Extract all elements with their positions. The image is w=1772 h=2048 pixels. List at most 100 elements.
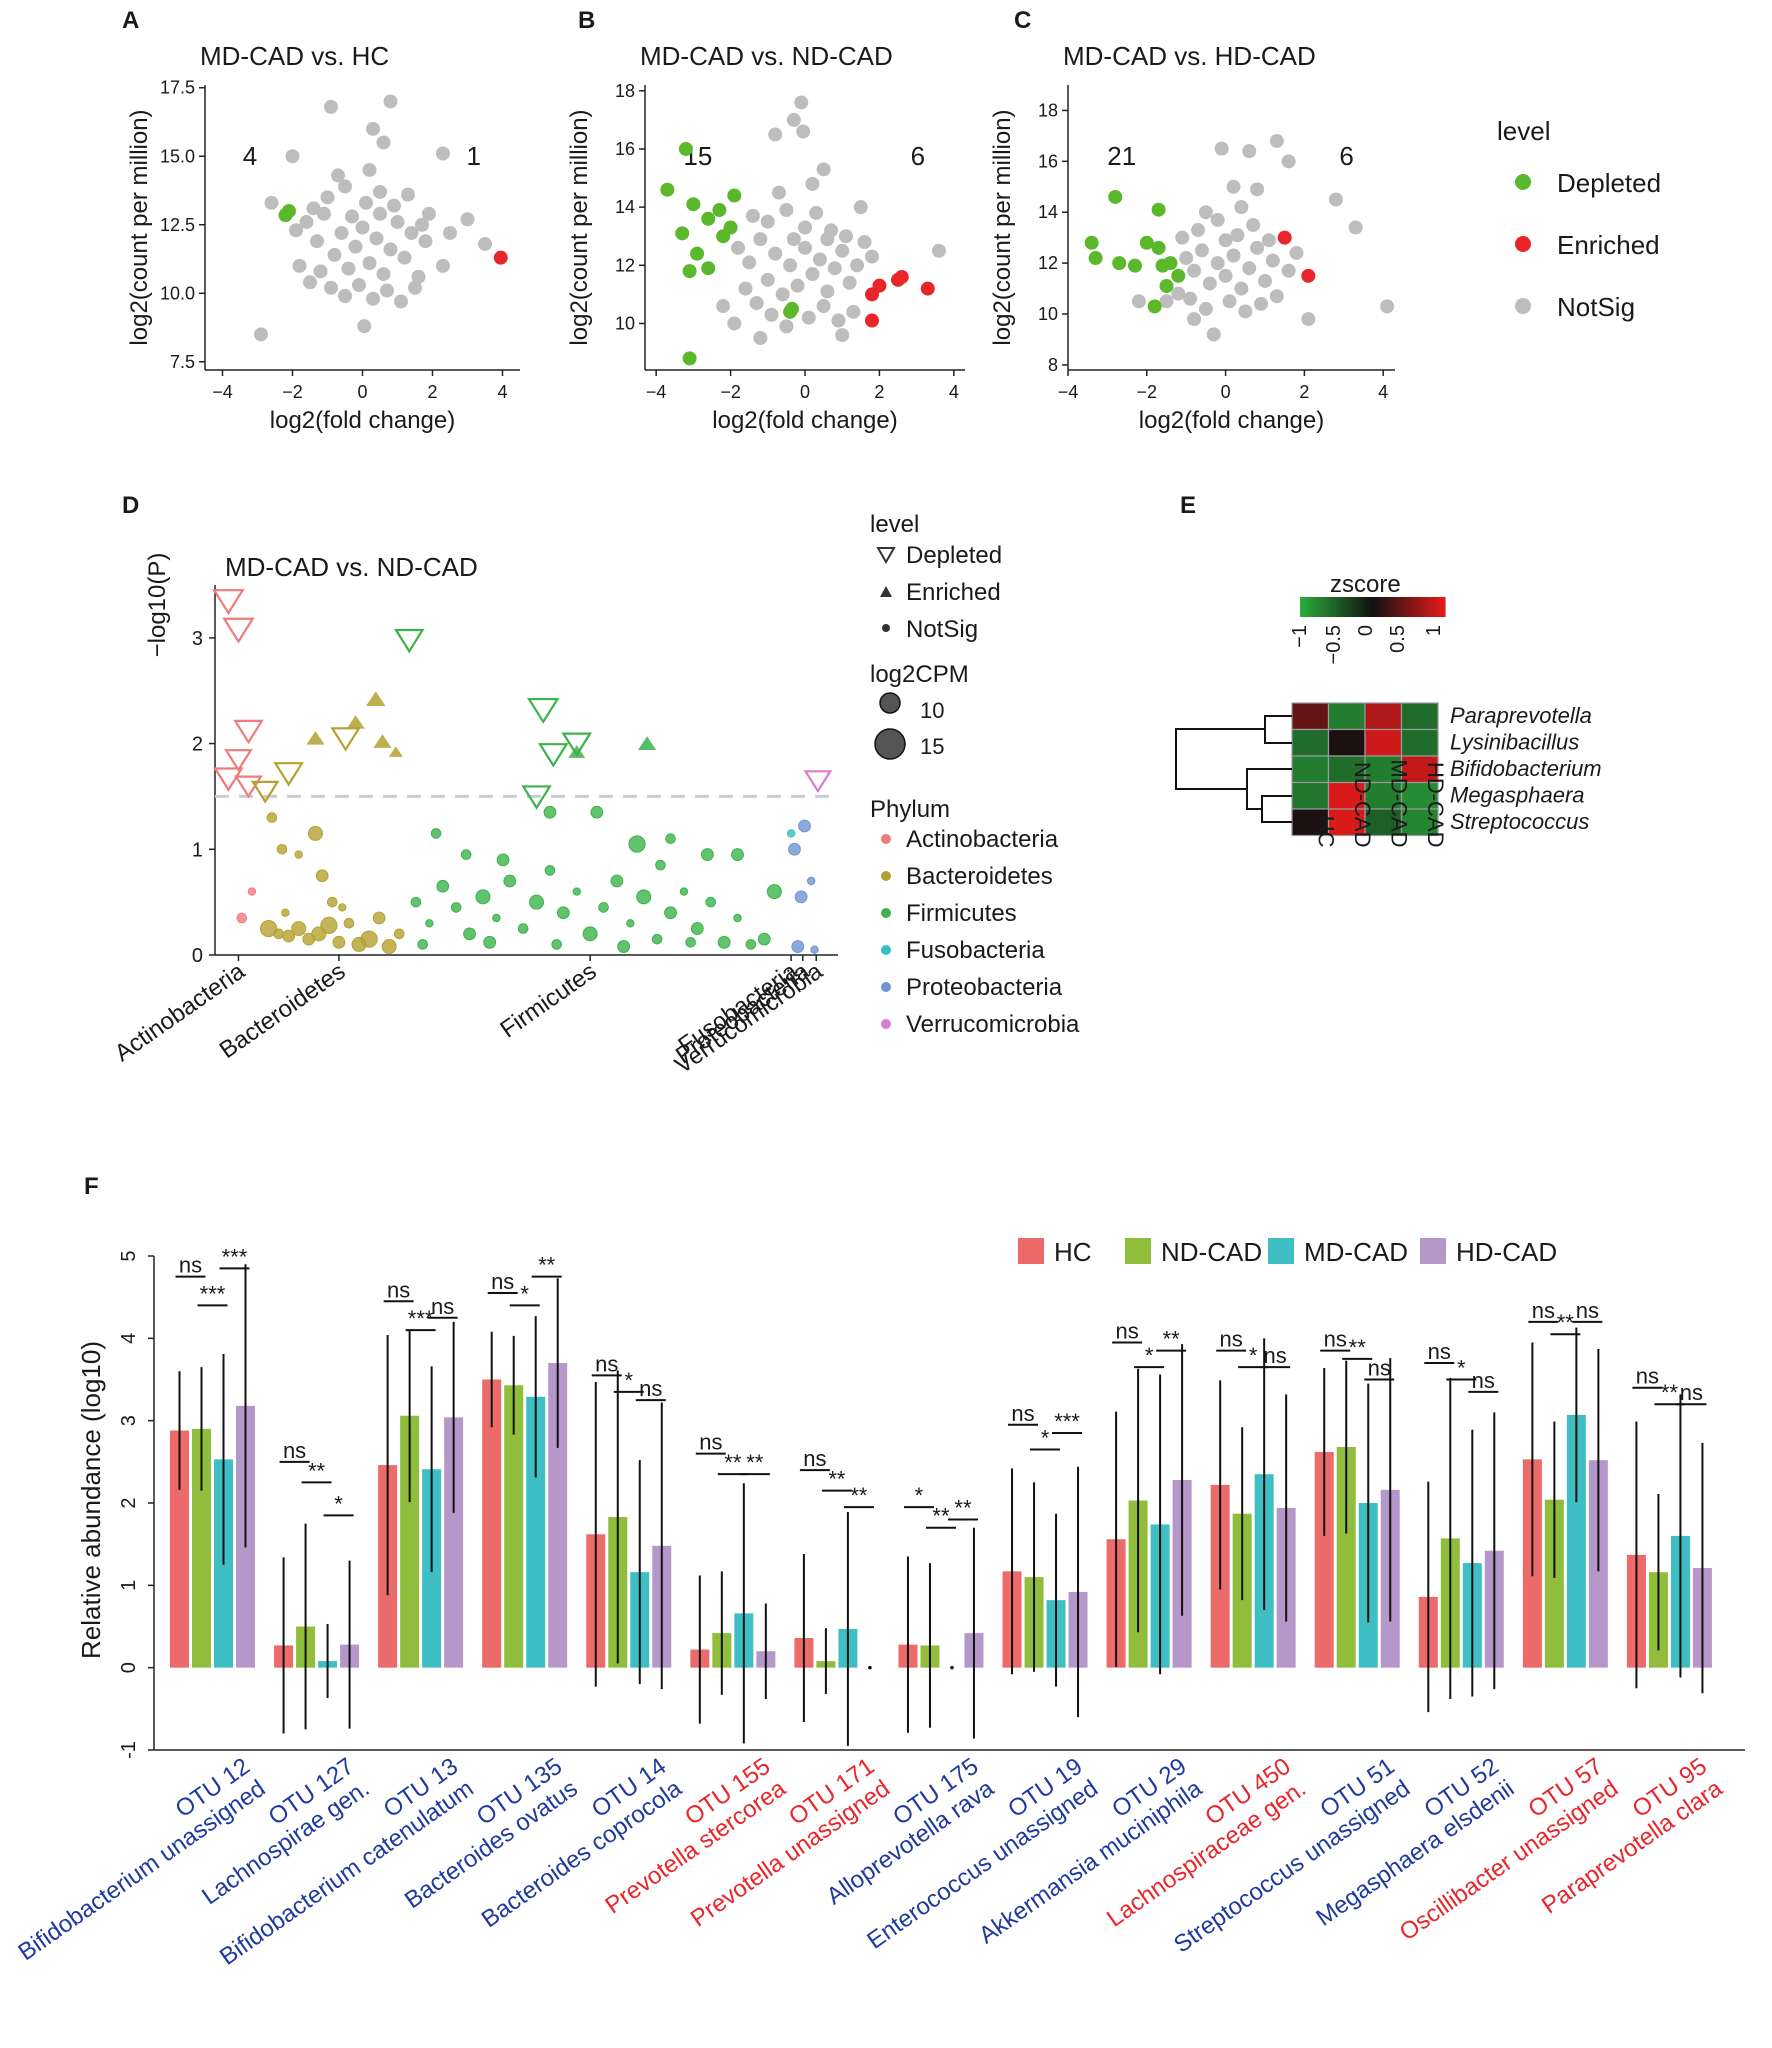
heatmap-cell (1291, 755, 1330, 784)
heatmap-cell (1291, 702, 1330, 731)
point-notsig (436, 258, 450, 273)
point-notsig (1254, 296, 1269, 311)
point-notsig (794, 95, 809, 110)
heatmap-col-label: ND-CAD (1350, 762, 1375, 848)
marker-notsig (810, 945, 819, 954)
colorbar-segment (1413, 597, 1417, 617)
marker-enriched (637, 736, 657, 750)
point-notsig (1198, 301, 1213, 316)
marker-notsig (788, 842, 801, 856)
legend-abc-notsig: NotSig (1557, 292, 1635, 322)
marker-notsig (617, 940, 631, 953)
significance-label: ns (699, 1430, 722, 1455)
point-notsig (786, 232, 801, 247)
legend-phylum-dot (881, 982, 891, 992)
colorbar-segment (1396, 597, 1400, 617)
bar-hd-cad (444, 1417, 464, 1668)
significance-label: * (1249, 1343, 1258, 1368)
legend-abc-enriched-dot (1515, 236, 1531, 252)
panel-c-volcano: −4 −2 0 2 4 8 10 12 14 16 18 log2(fold change) log2(… (989, 41, 1395, 434)
marker-notsig (315, 869, 329, 883)
y-axis-title: −log10(P) (144, 553, 171, 658)
point-notsig (801, 310, 816, 325)
marker-notsig (544, 865, 556, 876)
point-notsig (1301, 312, 1316, 327)
marker-notsig (582, 926, 598, 942)
colorbar-segment (1300, 597, 1304, 617)
colorbar-segment (1345, 597, 1349, 617)
point-notsig (842, 275, 857, 290)
colorbar-segment (1365, 597, 1369, 617)
x-tick-label: −4 (646, 382, 667, 402)
point-notsig (373, 206, 387, 221)
marker-notsig (483, 935, 497, 949)
colorbar-segment (1360, 597, 1364, 617)
significance-label: ** (828, 1467, 846, 1492)
heatmap-cell (1400, 808, 1439, 837)
error-bar (868, 1665, 872, 1670)
marker-notsig (786, 829, 796, 838)
significance-label: ns (179, 1253, 202, 1278)
point-notsig (831, 313, 846, 328)
heatmap-col-label: MD-CAD (1386, 760, 1411, 848)
significance-label: * (1457, 1356, 1466, 1381)
point-notsig (341, 261, 356, 276)
marker-depleted (213, 767, 244, 792)
marker-notsig (291, 921, 307, 937)
point-notsig (753, 232, 768, 247)
marker-notsig (430, 828, 442, 839)
colorbar-segment (1437, 597, 1441, 617)
marker-depleted (273, 762, 304, 787)
point-notsig (779, 203, 794, 218)
x-tick-label: 4 (949, 382, 959, 402)
colorbar-segment (1389, 597, 1393, 617)
point-notsig (827, 261, 842, 276)
point-notsig (285, 149, 300, 164)
point-notsig (345, 209, 359, 224)
legend-d-phyla: Actinobacteria Bacteroidetes Firmicutes Fus… (881, 826, 1080, 1038)
y-axis-title: log2(count per million) (126, 109, 153, 345)
point-notsig (357, 319, 372, 334)
y-tick-label: 10.0 (160, 283, 195, 303)
significance-label: ns (283, 1438, 306, 1463)
colorbar-segment (1420, 597, 1424, 617)
significance-label: * (520, 1281, 529, 1306)
legend-phylum-label: Fusobacteria (906, 937, 1045, 964)
point-notsig (931, 243, 946, 258)
colorbar-segment (1425, 597, 1429, 617)
significance-label: ** (746, 1450, 764, 1475)
colorbar-tick-label: 0 (1355, 625, 1377, 636)
significance-label: ns (1472, 1368, 1495, 1393)
point-notsig (1265, 253, 1280, 268)
point-notsig (816, 299, 831, 314)
x-tick-label: 0 (1221, 382, 1231, 402)
point-notsig (809, 205, 824, 220)
marker-notsig (556, 906, 570, 920)
marker-notsig (266, 812, 278, 823)
point-notsig (1187, 312, 1202, 327)
point-notsig (380, 283, 394, 298)
point-notsig (1183, 291, 1198, 306)
heatmap-cell (1400, 728, 1439, 757)
bar-hd-cad (548, 1363, 568, 1668)
point-notsig (383, 94, 398, 109)
legend-swatch-nd-cad (1125, 1238, 1151, 1264)
point-notsig (779, 319, 794, 334)
point-notsig (1187, 263, 1202, 278)
marker-notsig (425, 919, 434, 928)
marker-notsig (281, 908, 290, 917)
legend-phylum-label: Actinobacteria (906, 826, 1059, 853)
marker-notsig (529, 894, 545, 910)
marker-notsig (572, 887, 581, 896)
point-notsig (749, 296, 764, 311)
significance-label: * (1145, 1343, 1154, 1368)
y-tick-label: 5 (118, 1250, 140, 1261)
point-notsig (1131, 294, 1146, 309)
point-notsig (313, 264, 328, 279)
marker-depleted (224, 749, 253, 773)
significance-label: ns (1264, 1343, 1287, 1368)
colorbar-segment (1399, 597, 1403, 617)
bar-nd-cad (192, 1428, 211, 1668)
point-depleted (784, 301, 799, 316)
